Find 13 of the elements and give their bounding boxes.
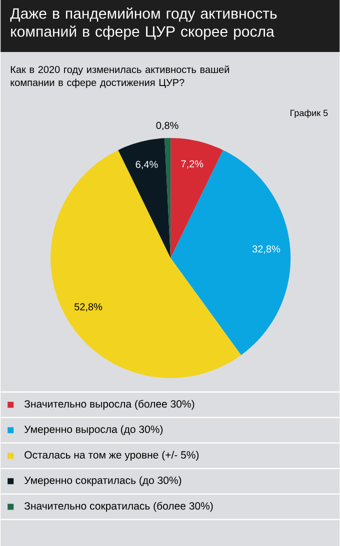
chart-subtitle: Как в 2020 году изменилась активность вашей компании в сфере достижения ЦУР? xyxy=(10,66,229,88)
legend-label: Значительно выросла (более 30%) xyxy=(24,400,194,410)
data-label: 7,2% xyxy=(181,160,204,169)
chart-title: Даже в пандемийном году активность компаний в сфере ЦУР скорее росла xyxy=(10,8,277,40)
legend-label: Осталась на том же уровне (+/- 5%) xyxy=(24,450,198,461)
data-label: 6,4% xyxy=(136,160,158,170)
data-label: 32,8% xyxy=(252,245,280,254)
data-label: 52,8% xyxy=(74,303,102,312)
legend-label: Умеренно выросла (до 30%) xyxy=(24,425,162,436)
legend-label: Умеренно сократилась (до 30%) xyxy=(24,476,182,486)
legend-label: Значительно сократилась (более 30%) xyxy=(24,502,213,512)
data-label: 0,8% xyxy=(156,122,178,130)
text: График 5 xyxy=(290,110,328,118)
